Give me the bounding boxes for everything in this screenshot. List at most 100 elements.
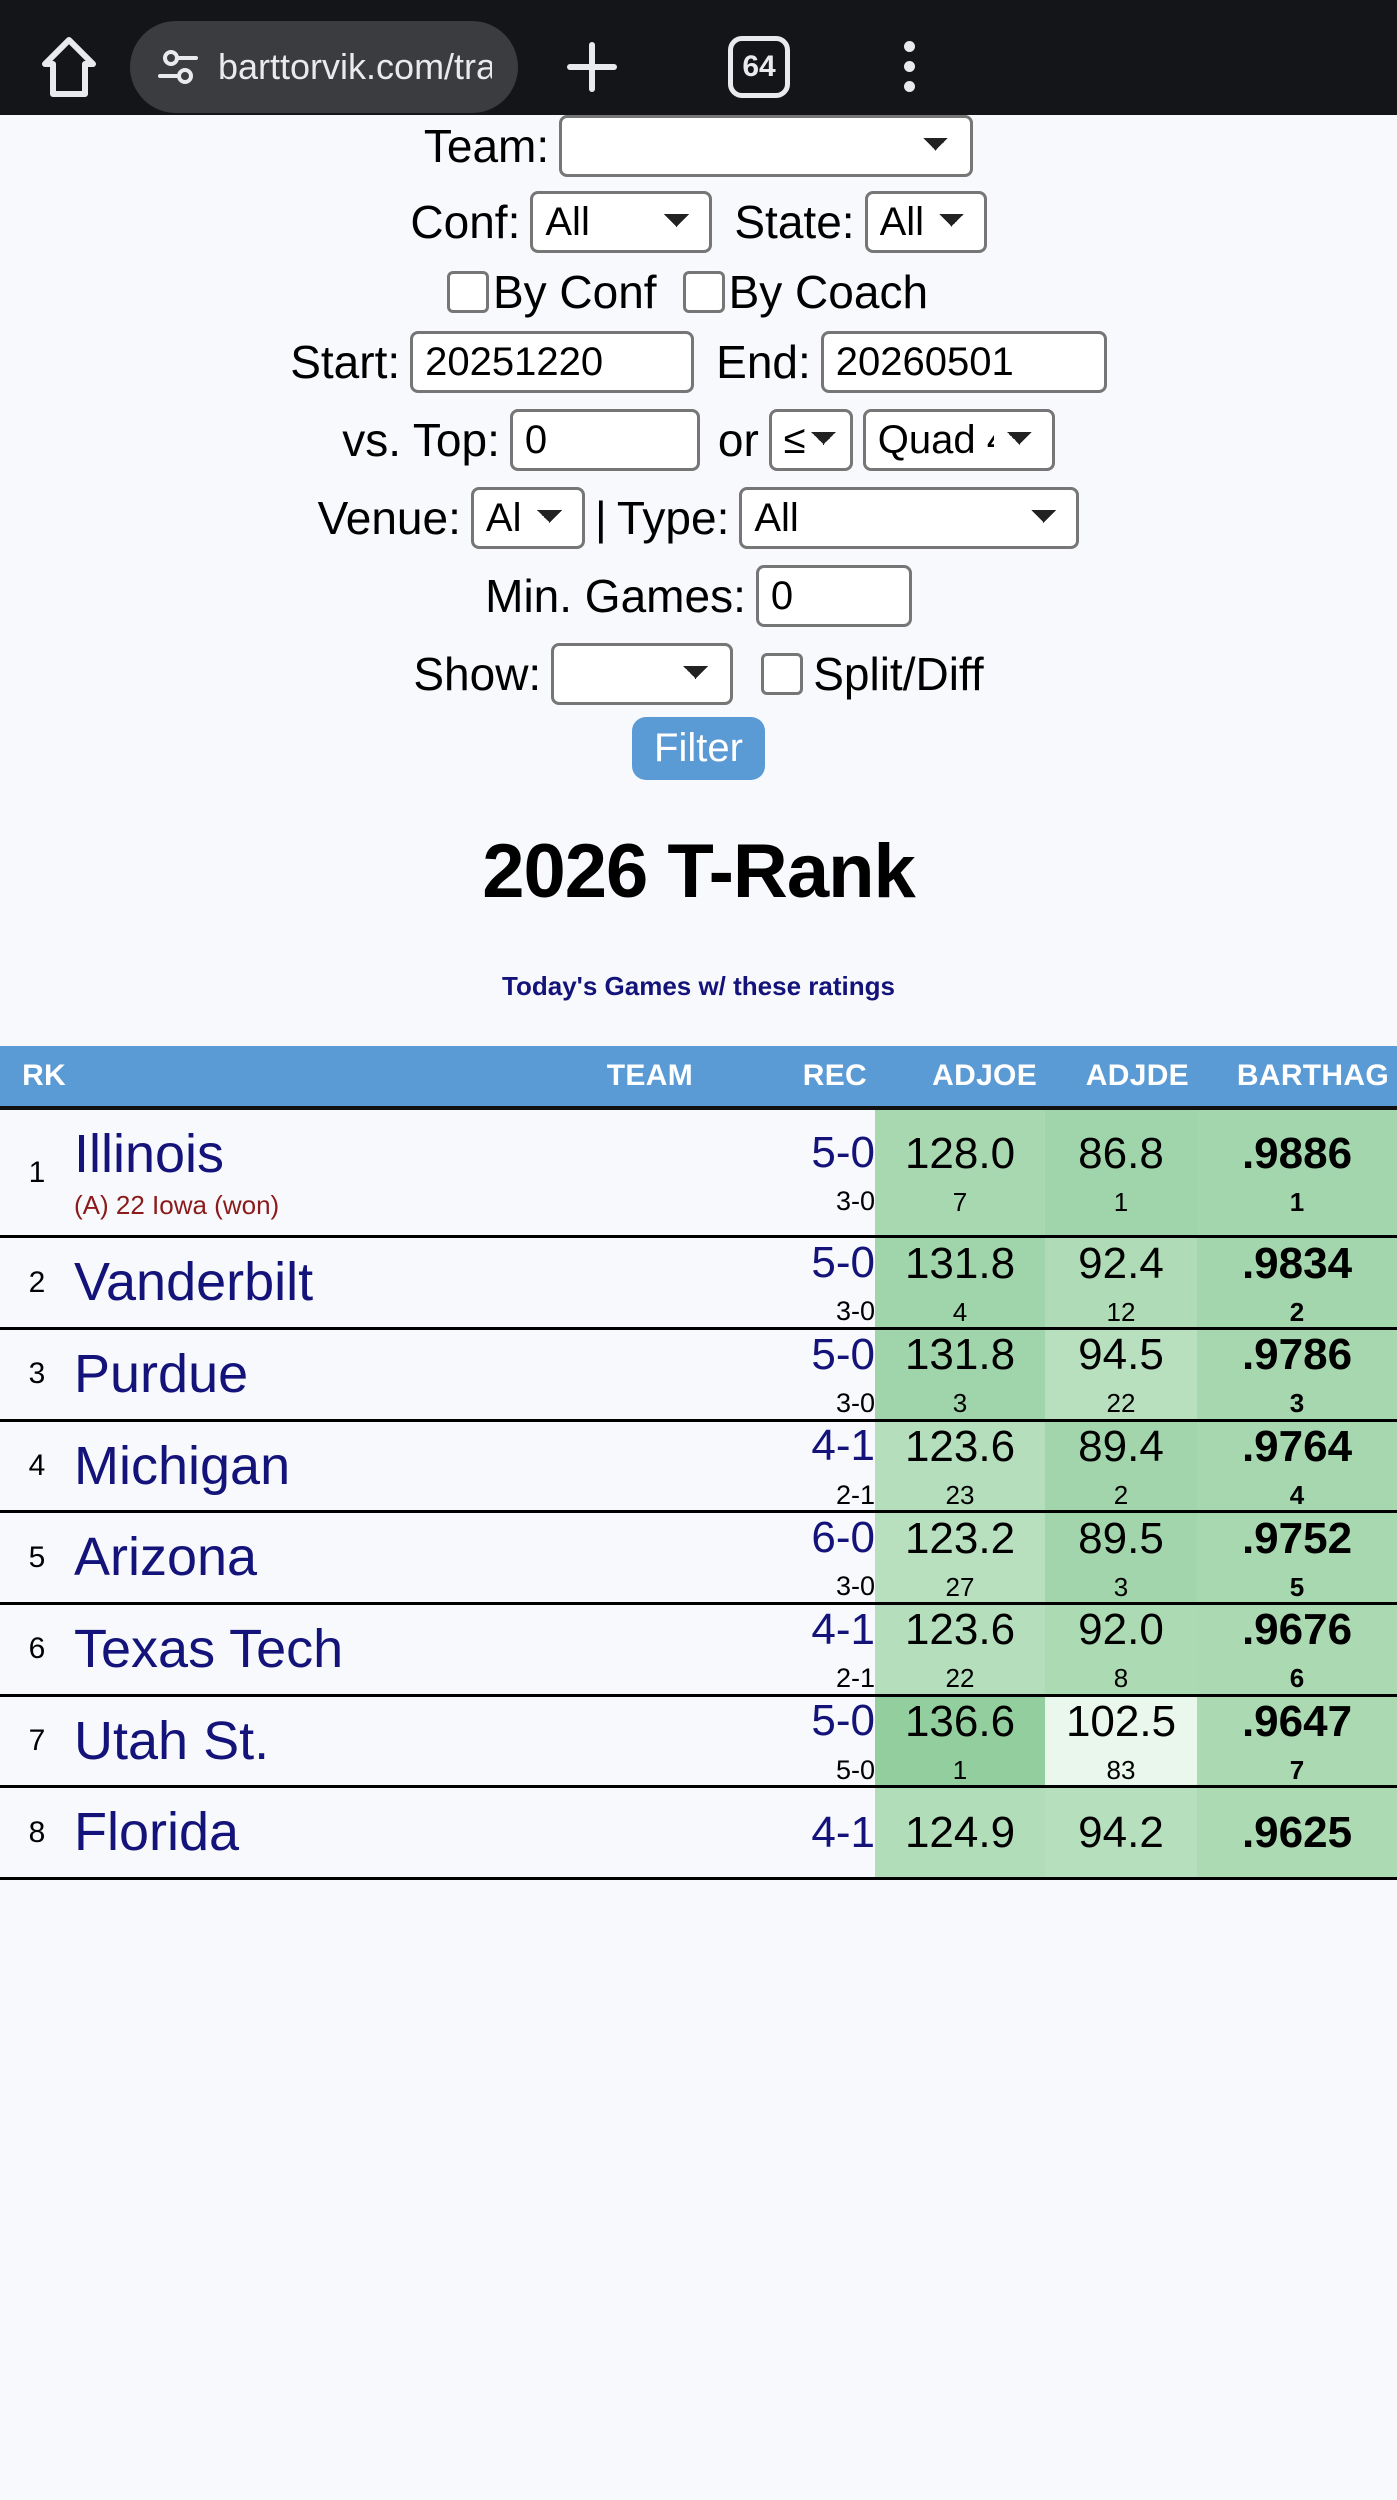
adjde-cell: 102.5 83	[1045, 1695, 1197, 1787]
comparison-operator-select[interactable]: ≤	[768, 409, 853, 471]
adjoe-rank: 1	[952, 1755, 968, 1786]
tab-count-label: 64	[742, 49, 776, 83]
col-header-adjde[interactable]: ADJDE	[1045, 1046, 1197, 1110]
team-link[interactable]: Florida	[74, 1802, 240, 1863]
team-link[interactable]: Michigan	[74, 1435, 291, 1496]
by-conf-label: By Conf	[492, 266, 657, 318]
adjde-rank: 8	[1113, 1663, 1129, 1694]
conf-select[interactable]: All	[530, 191, 713, 253]
adjoe-value: 124.9	[904, 1807, 1016, 1857]
barthag-value: .9625	[1241, 1807, 1353, 1857]
end-date-input[interactable]	[820, 331, 1107, 393]
barthag-cell: .9764 4	[1197, 1420, 1397, 1512]
conference-record: 3-0	[835, 1387, 875, 1418]
team-cell: Illinois (A) 22 Iowa (won)	[74, 1108, 701, 1237]
team-select[interactable]	[559, 115, 974, 177]
col-header-barthag[interactable]: BARTHAG	[1197, 1046, 1397, 1110]
three-dot-menu-icon[interactable]	[874, 28, 944, 106]
by-conf-checkbox[interactable]	[446, 271, 489, 313]
show-select[interactable]	[551, 643, 734, 705]
todays-games-link[interactable]: Today's Games w/ these ratings	[502, 971, 895, 1001]
rank-cell: 3	[0, 1328, 74, 1421]
adjoe-value: 123.6	[904, 1605, 1016, 1655]
team-label: Team:	[423, 120, 550, 172]
home-icon[interactable]	[30, 28, 108, 106]
barthag-cell: .9647 7	[1197, 1695, 1397, 1787]
menu-dot	[903, 81, 915, 92]
overall-record[interactable]: 5-0	[811, 1696, 875, 1746]
barthag-value: .9676	[1241, 1605, 1353, 1655]
team-last-game[interactable]: (A) 22 Iowa (won)	[74, 1189, 280, 1220]
record-cell: 5-0 3-0	[701, 1236, 875, 1329]
adjoe-cell: 131.8 3	[875, 1328, 1045, 1421]
overall-record[interactable]: 4-1	[811, 1807, 875, 1857]
team-link[interactable]: Purdue	[74, 1343, 249, 1404]
col-header-team[interactable]: TEAM	[74, 1046, 701, 1110]
adjoe-rank: 23	[945, 1480, 975, 1511]
conf-label: Conf:	[410, 196, 521, 248]
team-link[interactable]: Texas Tech	[74, 1619, 344, 1680]
min-games-input[interactable]	[755, 565, 912, 627]
adjoe-cell: 131.8 4	[875, 1236, 1045, 1329]
overall-record[interactable]: 5-0	[811, 1329, 875, 1379]
adjde-rank: 1	[1113, 1186, 1129, 1217]
adjde-value: 94.2	[1078, 1807, 1164, 1857]
table-row: 6 Texas Tech 4-1 2-1 123.6 22 92.0 8 .96…	[0, 1603, 1397, 1696]
rank-cell: 6	[0, 1603, 74, 1696]
vs-top-label: vs. Top:	[342, 414, 500, 466]
show-label: Show:	[413, 648, 542, 700]
barthag-rank: 1	[1289, 1186, 1305, 1217]
plus-icon[interactable]	[544, 28, 640, 106]
adjoe-cell: 123.6 22	[875, 1603, 1045, 1696]
by-coach-label: By Coach	[728, 266, 929, 318]
adjde-value: 89.5	[1078, 1513, 1164, 1563]
barthag-value: .9647	[1241, 1696, 1353, 1746]
table-row: 4 Michigan 4-1 2-1 123.6 23 89.4 2 .9764…	[0, 1420, 1397, 1512]
rank-cell: 7	[0, 1695, 74, 1787]
trank-table: RK TEAM REC ADJOE ADJDE BARTHAG 1 Illino…	[0, 1046, 1397, 1880]
barthag-value: .9764	[1241, 1421, 1353, 1471]
tune-icon[interactable]	[156, 45, 200, 89]
by-coach-checkbox[interactable]	[682, 271, 725, 313]
record-cell: 6-0 3-0	[701, 1511, 875, 1604]
rank-cell: 2	[0, 1236, 74, 1329]
table-row: 5 Arizona 6-0 3-0 123.2 27 89.5 3 .9752 …	[0, 1511, 1397, 1604]
adjoe-cell: 123.2 27	[875, 1511, 1045, 1604]
rank-cell: 1	[0, 1108, 74, 1237]
col-header-rec[interactable]: REC	[701, 1046, 875, 1110]
tab-count-button[interactable]: 64	[728, 35, 790, 98]
type-label: Type:	[616, 492, 730, 544]
type-select[interactable]: All	[739, 487, 1080, 549]
overall-record[interactable]: 5-0	[811, 1238, 875, 1288]
url-bar[interactable]: barttorvik.com/trar	[130, 20, 518, 113]
venue-select[interactable]: All	[470, 487, 585, 549]
adjde-rank: 12	[1106, 1296, 1136, 1327]
team-link[interactable]: Utah St.	[74, 1710, 270, 1771]
adjde-value: 86.8	[1078, 1128, 1164, 1178]
record-cell: 5-0 3-0	[701, 1328, 875, 1421]
filter-button[interactable]: Filter	[632, 717, 765, 780]
adjde-cell: 92.0 8	[1045, 1603, 1197, 1696]
quad-select[interactable]: Quad 4	[862, 409, 1055, 471]
conference-record: 5-0	[835, 1754, 875, 1785]
overall-record[interactable]: 4-1	[811, 1604, 875, 1654]
overall-record[interactable]: 5-0	[811, 1128, 875, 1178]
start-date-input[interactable]	[410, 331, 695, 393]
team-link[interactable]: Arizona	[74, 1527, 258, 1588]
team-cell: Arizona	[74, 1511, 701, 1604]
team-link[interactable]: Illinois	[74, 1124, 225, 1184]
table-header: RK TEAM REC ADJOE ADJDE BARTHAG	[0, 1046, 1397, 1110]
barthag-cell: .9752 5	[1197, 1511, 1397, 1604]
state-select[interactable]: All	[864, 191, 987, 253]
adjde-value: 102.5	[1065, 1696, 1177, 1746]
col-header-adjoe[interactable]: ADJOE	[875, 1046, 1045, 1110]
overall-record[interactable]: 6-0	[811, 1513, 875, 1563]
state-label: State:	[734, 196, 855, 248]
col-header-rk[interactable]: RK	[0, 1046, 74, 1110]
rank-cell: 8	[0, 1786, 74, 1879]
overall-record[interactable]: 4-1	[811, 1421, 875, 1471]
team-link[interactable]: Vanderbilt	[74, 1252, 314, 1313]
vs-top-input[interactable]	[509, 409, 700, 471]
split-diff-checkbox[interactable]	[761, 653, 804, 695]
start-label: Start:	[290, 336, 401, 388]
